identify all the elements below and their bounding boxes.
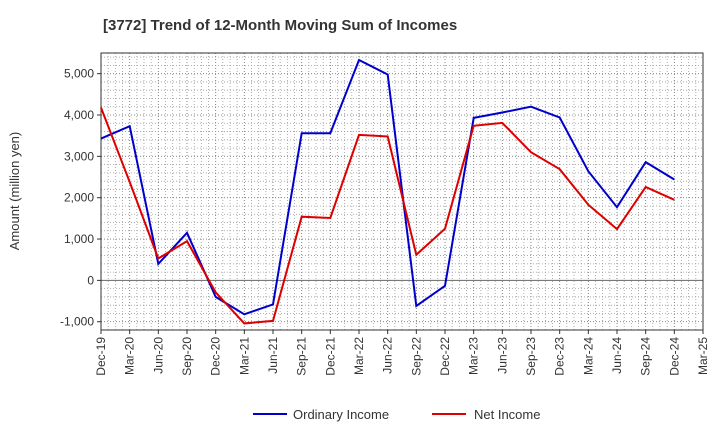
- series-line-net-income: [100, 107, 675, 325]
- x-tick-label: Jun-21: [266, 337, 280, 374]
- x-tick-label: Sep-23: [524, 337, 538, 376]
- x-tick-label: Mar-24: [581, 337, 595, 375]
- x-tick-label: Sep-24: [639, 337, 653, 376]
- x-tick-label: Dec-21: [323, 337, 337, 376]
- x-tick-label: Mar-23: [467, 337, 481, 375]
- x-tick-label: Sep-21: [295, 337, 309, 376]
- y-tick-label: 0: [87, 273, 94, 287]
- x-tick-label: Jun-23: [495, 337, 509, 374]
- y-tick-label: 1,000: [64, 232, 94, 246]
- y-tick-label: 4,000: [64, 108, 94, 122]
- legend: Ordinary Income Net Income: [253, 407, 540, 422]
- x-tick-label: Dec-24: [667, 337, 681, 376]
- y-axis-label: Amount (million yen): [7, 132, 22, 251]
- x-tick-label: Jun-20: [151, 337, 165, 374]
- legend-label: Net Income: [474, 407, 540, 422]
- y-tick-label: 5,000: [64, 67, 94, 81]
- x-tick-label: Dec-22: [438, 337, 452, 376]
- x-tick-label: Mar-20: [123, 337, 137, 375]
- y-tick-label: 2,000: [64, 191, 94, 205]
- legend-label: Ordinary Income: [293, 407, 389, 422]
- x-tick-label: Mar-21: [237, 337, 251, 375]
- x-tick-label: Sep-22: [409, 337, 423, 376]
- chart-title: [3772] Trend of 12-Month Moving Sum of I…: [103, 17, 457, 34]
- x-tick-label: Dec-19: [94, 337, 108, 376]
- series-line-ordinary-income: [100, 58, 675, 316]
- x-tick-label: Mar-22: [352, 337, 366, 375]
- x-tick-label: Jun-24: [610, 337, 624, 374]
- plot-frame: [100, 52, 704, 331]
- x-tick-label: Mar-25: [696, 337, 710, 375]
- y-tick-label: 3,000: [64, 149, 94, 163]
- x-tick-label: Sep-20: [180, 337, 194, 376]
- x-tick-label: Dec-23: [553, 337, 567, 376]
- x-tick-label: Jun-22: [381, 337, 395, 374]
- x-tick-label: Dec-20: [209, 337, 223, 376]
- plot-area: -1,000 0 1,000 2,000 3,000 4,000 5,000 Dec-19 Ma…: [60, 52, 710, 376]
- y-tick-label: -1,000: [60, 315, 94, 329]
